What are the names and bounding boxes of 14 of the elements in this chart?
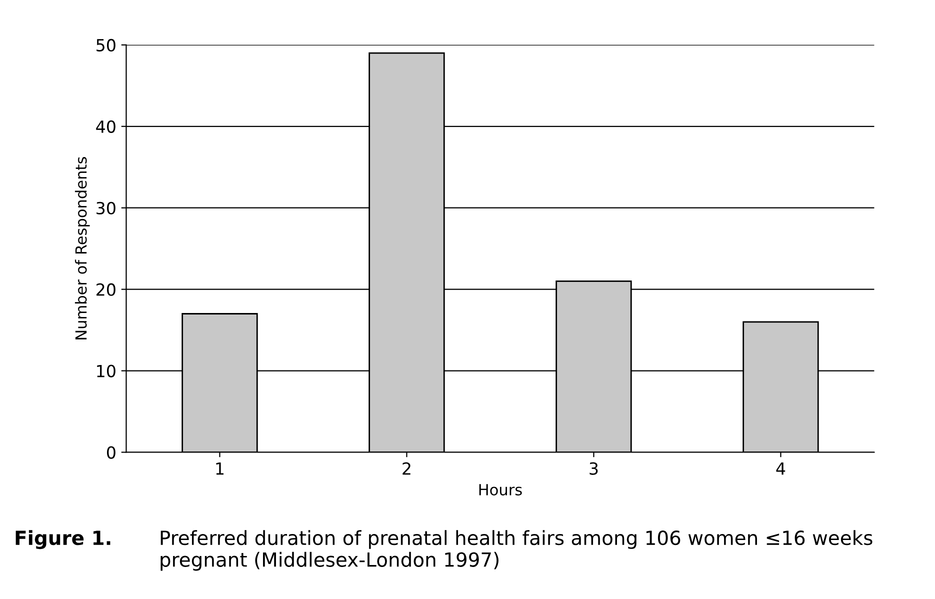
y-axis-title: Number of Respondents [74, 157, 90, 340]
x-tick-label: 1 [216, 462, 224, 475]
x-axis-title: Hours [479, 484, 522, 496]
y-tick-label: 20 [96, 283, 116, 296]
y-tick-label: 30 [96, 202, 116, 214]
y-tick-label: 40 [96, 120, 116, 133]
x-tick-label: 2 [402, 462, 410, 475]
x-tick-label: 3 [590, 462, 598, 475]
y-tick-label: 10 [97, 364, 116, 378]
text: Preferred duration of prenatal health fairs among 106 women ≤16 weeks pregnant (Middlesex-London 1997) [160, 530, 872, 571]
y-tick-label: 50 [96, 38, 116, 52]
x-tick-label: 4 [776, 462, 786, 475]
y-tick-label: 0 [107, 446, 116, 459]
caption: Figure 1. [16, 530, 110, 550]
